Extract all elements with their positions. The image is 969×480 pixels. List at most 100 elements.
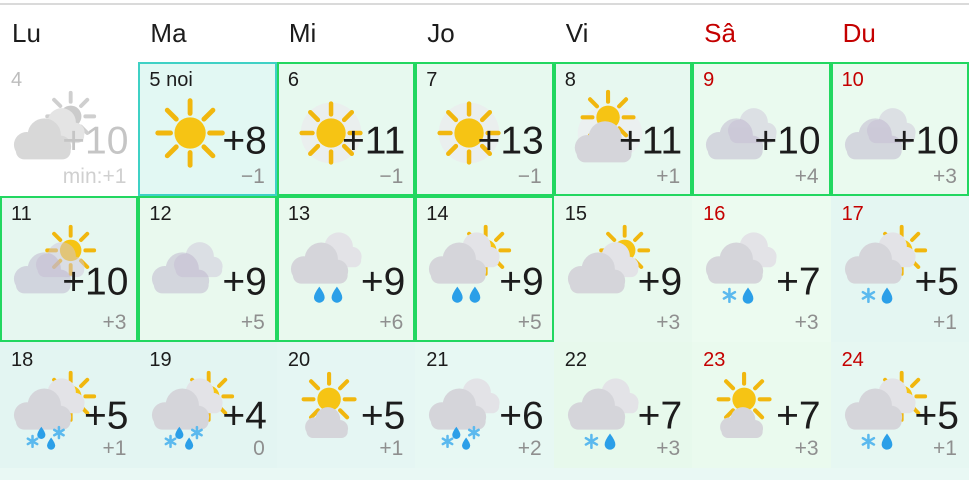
next-row-day-cell-partial [0,468,139,480]
sleet-icon [559,368,661,458]
day-cell-9[interactable]: 9 +10 +4 [692,62,831,196]
partly-sunny-icon [559,222,661,312]
day-cell-4[interactable]: 4 +10 min:+1 [0,62,139,196]
low-temp: +4 [794,165,819,188]
day-number: 21 [426,349,449,371]
low-temp: +3 [656,311,681,334]
weekday-label-lu: Lu [12,18,41,48]
sleet-icon [697,222,799,312]
low-temp: +2 [517,437,542,460]
next-row-day-cell-partial [276,468,416,480]
day-number: 9 [703,69,715,91]
day-cell-10[interactable]: 10 +10 +3 [830,62,969,196]
low-temp: +1 [379,437,404,460]
day-cell-19[interactable]: 19 +4 0 [138,342,277,468]
weekday-label-mi: Mi [288,18,317,48]
sun-sleet-icon [836,222,938,312]
day-cell-12[interactable]: 12 +9 +5 [138,196,277,342]
day-cell-22[interactable]: 22 +7 +3 [553,342,693,468]
sun-rain-icon [420,222,522,312]
high-temp: +11 [342,119,406,163]
day-cell-18[interactable]: 18 +5 +1 [0,342,139,468]
day-cell-14[interactable]: 14 +9 +5 [415,196,554,342]
day-number: 10 [841,69,864,91]
low-temp: +3 [794,437,819,460]
day-number: 16 [703,203,726,225]
high-temp: +9 [222,260,267,304]
weekday-label-jo: Jo [427,18,455,48]
next-row-day-cell-partial [830,468,969,480]
low-temp: +3 [794,311,819,334]
day-cell-24[interactable]: 24 +5 +1 [830,342,969,468]
top-divider [0,3,969,5]
day-cell-15[interactable]: 15 +9 +3 [553,196,693,342]
overcast-icon [143,222,245,312]
weekday-header: Lu Ma Mi Jo Vi Sâ Du [0,5,969,62]
overcast-icon [836,88,938,178]
day-number: 20 [287,349,311,371]
high-temp: +5 [914,260,959,304]
low-temp: 0 [253,437,265,460]
day-cell-20[interactable]: 20 +5 +1 [276,342,416,468]
next-row-day-cell-partial [553,468,693,480]
day-cell-17[interactable]: 17 +5 +1 [830,196,969,342]
hazy-sun-icon [282,88,384,178]
high-temp: +10 [62,119,129,163]
high-temp: +6 [499,394,544,438]
low-temp: +1 [656,165,681,188]
next-row-day-cell-partial [692,468,831,480]
sun-over-cloud-icon [282,368,384,458]
weekday-label-sâ: Sâ [704,18,736,48]
high-temp: +4 [222,394,267,438]
day-cell-21[interactable]: 21 +6 +2 [415,342,554,468]
high-temp: +9 [360,260,406,304]
sun-snow-rain-icon [143,368,245,458]
low-temp: −1 [240,165,265,188]
snow-rain-icon [420,368,522,458]
high-temp: +10 [754,119,821,163]
day-number: 23 [703,349,726,371]
low-temp: +1 [933,311,957,334]
day-number: 24 [841,349,864,371]
day-cell-13[interactable]: 13 +9 +6 [276,196,416,342]
next-row-day-cell-partial [415,468,554,480]
day-number: 8 [564,69,576,91]
day-number: 7 [426,69,438,91]
day-number: 17 [841,203,864,225]
day-cell-16[interactable]: 16 +7 +3 [692,196,831,342]
high-temp: +10 [62,260,129,304]
day-cell-7[interactable]: 7 +13 −1 [415,62,554,196]
sun-sleet-icon [836,368,938,458]
low-temp: +5 [517,311,542,334]
day-number: 14 [426,203,449,225]
low-temp: −1 [517,165,542,188]
calendar-grid: 4 +10 min:+1 5 noi +8 −1 6 +11 −1 7 +13 −1 8 +11 +1 9 +1… [0,62,969,480]
high-temp: +9 [637,260,683,304]
high-temp: +13 [477,119,544,163]
weekday-label-vi: Vi [565,18,589,48]
day-number: 18 [11,349,34,371]
low-temp: +5 [240,311,265,334]
low-temp: +3 [656,437,681,460]
day-cell-6[interactable]: 6 +11 −1 [276,62,416,196]
low-temp: −1 [379,165,404,188]
high-temp: +8 [222,119,267,163]
hazy-sun-icon [420,88,522,178]
high-temp: +9 [499,260,544,304]
sun-over-cloud-icon [697,368,799,458]
day-cell-8[interactable]: 8 +11 +1 [553,62,693,196]
high-temp: +7 [776,260,821,304]
day-cell-5[interactable]: 5 noi +8 −1 [138,62,277,196]
day-cell-23[interactable]: 23 +7 +3 [692,342,831,468]
next-row-day-cell-partial [138,468,277,480]
sun-snow-rain-icon [5,368,107,458]
rain-icon [282,222,384,312]
weekday-label-du: Du [842,18,876,48]
high-temp: +5 [914,394,959,438]
low-temp: +3 [933,165,957,188]
day-cell-11[interactable]: 11 +10 +3 [0,196,139,342]
high-temp: +11 [618,119,683,163]
low-temp: +1 [933,437,957,460]
day-number: 13 [287,203,311,225]
